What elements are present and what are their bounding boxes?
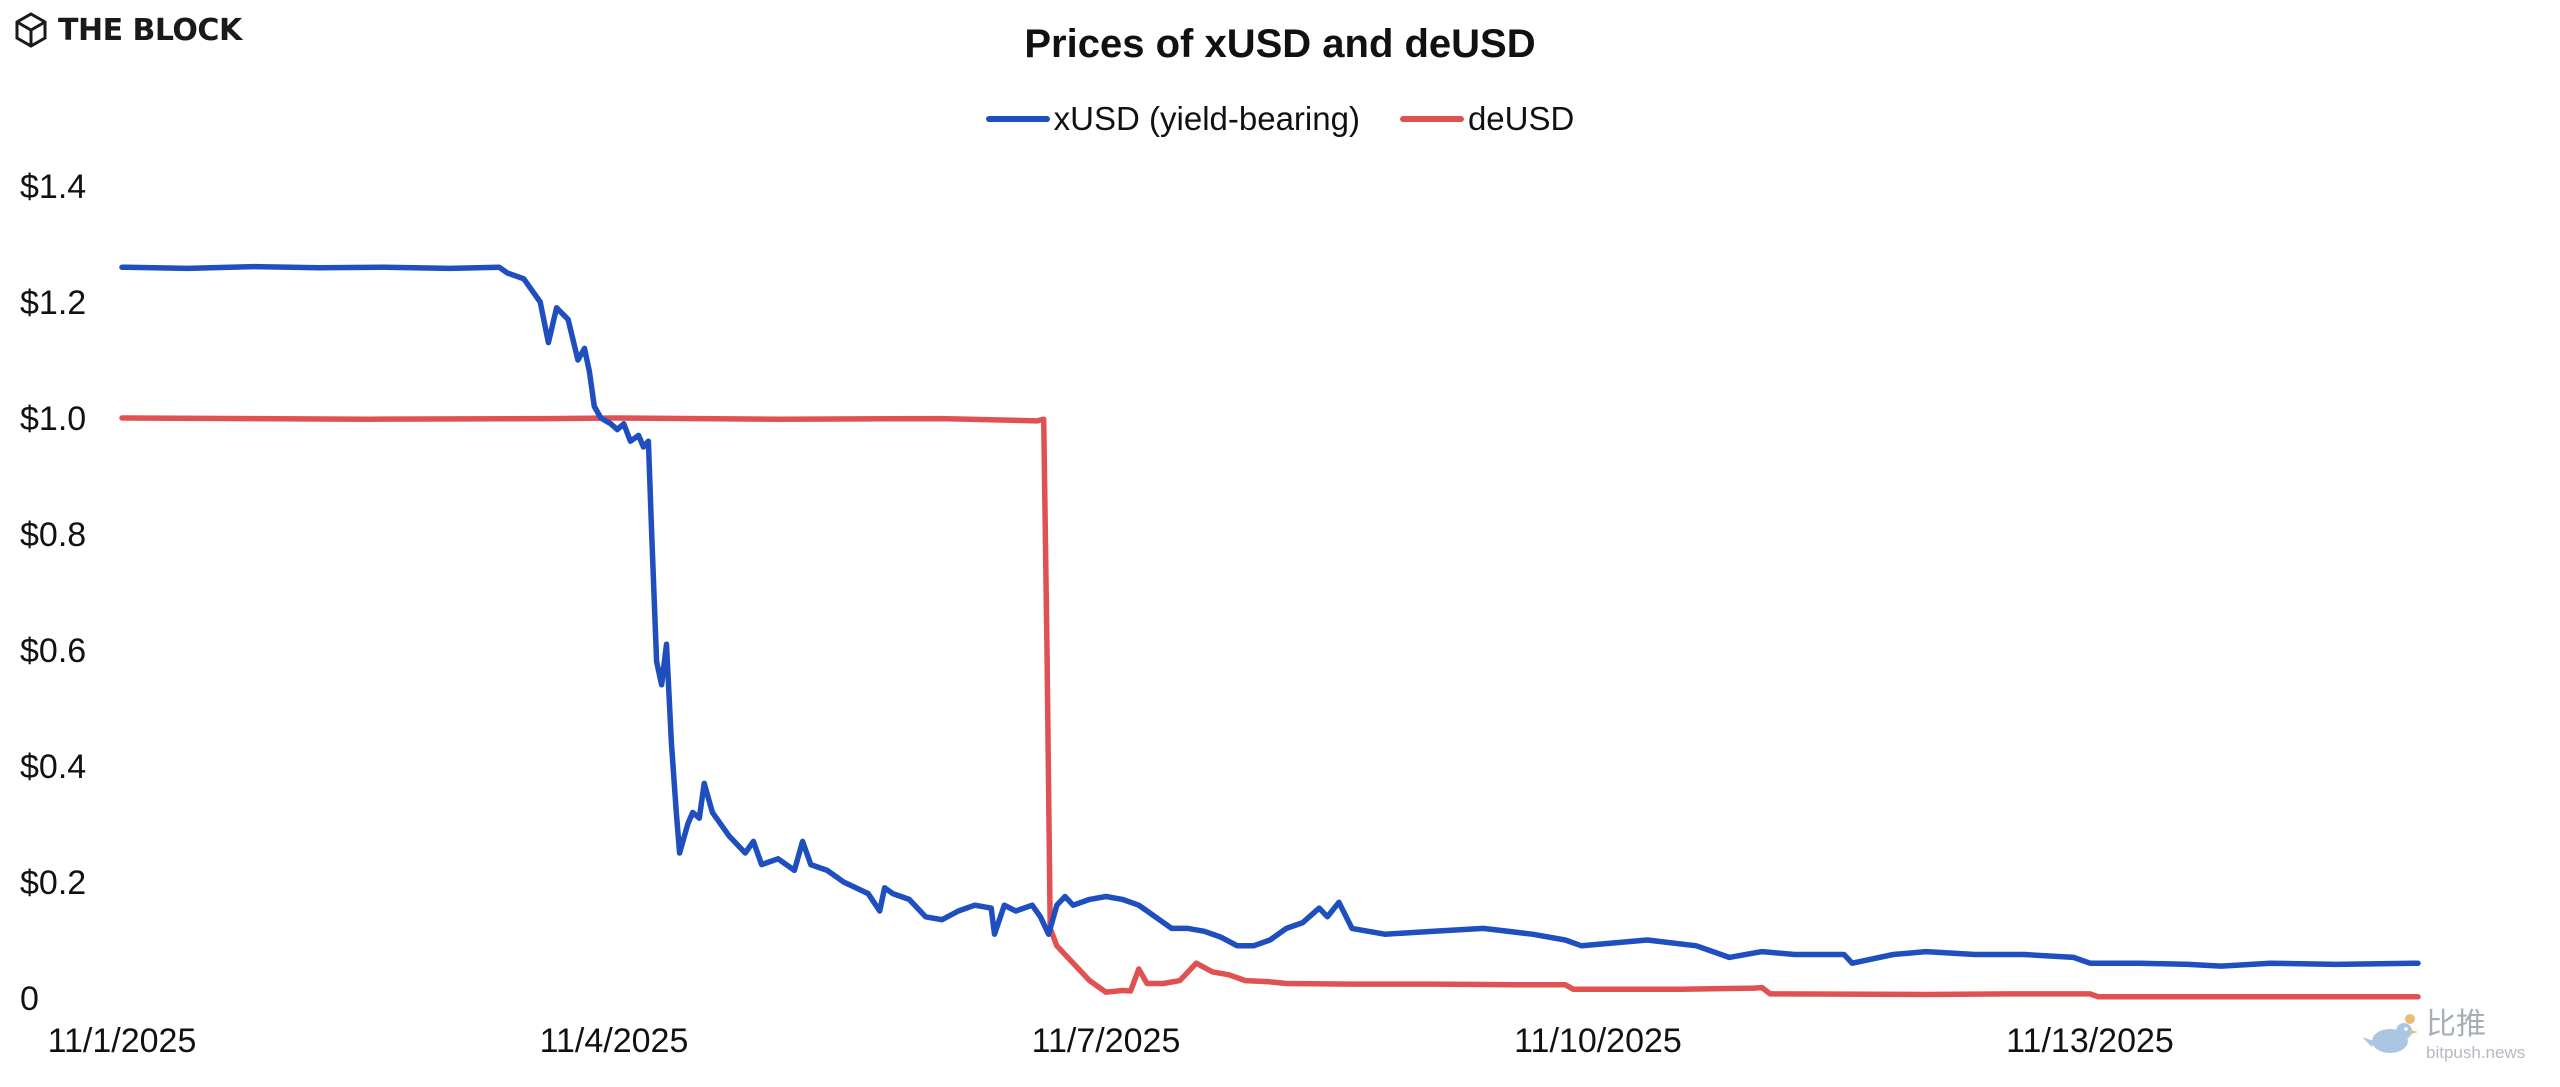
y-tick-label: $1.2 xyxy=(20,284,86,322)
x-tick-label: 11/13/2025 xyxy=(2006,1022,2174,1060)
y-tick-label: $0.2 xyxy=(20,864,86,902)
series-layer xyxy=(119,263,2421,1000)
legend-label-deusd: deUSD xyxy=(1467,100,1575,137)
x-tick-label: 11/1/2025 xyxy=(48,1022,197,1060)
legend-label-xusd: xUSD (yield-bearing) xyxy=(1053,100,1360,137)
y-tick-label: 0 xyxy=(20,980,39,1018)
legend-swatch-deusd xyxy=(1399,116,1464,122)
watermark-name: 比推 xyxy=(2426,1007,2486,1042)
y-tick-label: $1.4 xyxy=(20,168,86,206)
y-tick-label: $0.4 xyxy=(20,748,86,786)
chart-legend: xUSD (yield-bearing) deUSD xyxy=(0,100,2560,138)
y-tick-label: $0.6 xyxy=(20,632,86,670)
chart-title: Prices of xUSD and deUSD xyxy=(1024,22,1536,66)
series-line-xusd xyxy=(119,263,2421,969)
legend-swatch-xusd xyxy=(985,116,1050,122)
brand-logo: THE BLOCK xyxy=(14,12,242,48)
x-axis: 11/1/2025 11/4/2025 11/7/2025 11/10/2025 11/… xyxy=(48,1022,2174,1060)
brand-name: THE BLOCK xyxy=(58,12,242,48)
y-tick-label: $0.8 xyxy=(20,516,86,554)
bird-logo-icon xyxy=(2362,1013,2418,1053)
x-tick-label: 11/10/2025 xyxy=(1514,1022,1682,1060)
y-axis: 0 $0.2 $0.4 $0.6 $0.8 $1.0 $1.2 $1.4 xyxy=(20,168,86,1018)
y-tick-label: $1.0 xyxy=(20,400,86,438)
watermark: 比推 bitpush.news xyxy=(2360,1010,2525,1061)
watermark-domain: bitpush.news xyxy=(2426,1043,2526,1062)
x-tick-label: 11/7/2025 xyxy=(1032,1022,1181,1060)
legend-item-deusd: deUSD xyxy=(1399,100,1575,138)
x-tick-label: 11/4/2025 xyxy=(540,1022,689,1060)
legend-item-xusd: xUSD (yield-bearing) xyxy=(985,100,1360,138)
cube-logo-icon xyxy=(15,12,47,48)
series-line-deusd xyxy=(119,415,2421,1000)
